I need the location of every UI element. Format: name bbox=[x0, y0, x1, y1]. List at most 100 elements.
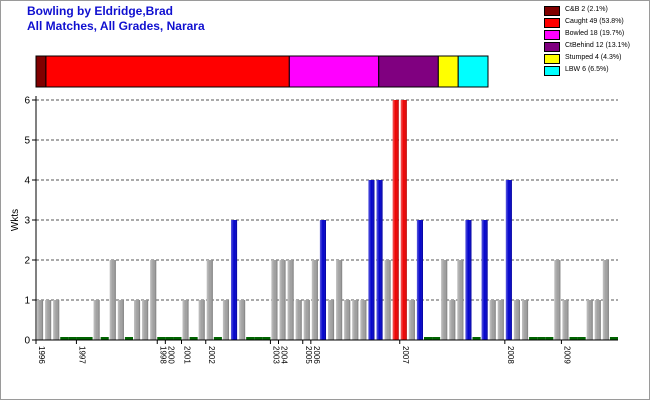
bar-zero bbox=[189, 337, 198, 340]
dismissal-segment-4 bbox=[437, 55, 459, 88]
y-tick-label: 5 bbox=[24, 136, 30, 147]
bar-shade bbox=[416, 220, 423, 340]
x-tick-label: 2007 bbox=[401, 346, 410, 364]
bar-zero bbox=[545, 337, 554, 340]
bar-shade bbox=[206, 260, 213, 340]
bar-shade bbox=[279, 260, 286, 340]
legend-swatch bbox=[544, 18, 560, 28]
legend-label: Stumped 4 (4.3%) bbox=[565, 54, 622, 61]
bar-shade bbox=[239, 300, 246, 340]
x-tick-label: 1996 bbox=[37, 346, 46, 364]
bar-shade bbox=[53, 300, 60, 340]
bar-shade bbox=[344, 300, 351, 340]
y-axis-label: Wkts bbox=[10, 209, 21, 231]
y-tick-label: 6 bbox=[24, 96, 30, 107]
bar-shade bbox=[368, 180, 375, 340]
chart-subtitle: All Matches, All Grades, Narara bbox=[27, 19, 205, 33]
bar-shade bbox=[384, 260, 391, 340]
y-tick-label: 4 bbox=[24, 176, 30, 187]
legend-label: Caught 49 (53.8%) bbox=[565, 18, 624, 25]
bar-shade bbox=[400, 100, 407, 340]
bar-shade bbox=[586, 300, 593, 340]
bar-shade bbox=[481, 220, 488, 340]
bar-zero bbox=[529, 337, 538, 340]
bar-shade bbox=[150, 260, 157, 340]
bar-shade bbox=[594, 300, 601, 340]
x-tick-label: 2002 bbox=[207, 346, 216, 364]
legend-swatch bbox=[544, 66, 560, 76]
bar-zero bbox=[165, 337, 174, 340]
x-tick-label: 2004 bbox=[280, 346, 289, 364]
dismissal-segment-2 bbox=[288, 55, 380, 88]
y-tick-label: 1 bbox=[24, 296, 30, 307]
bar-shade bbox=[328, 300, 335, 340]
y-tick-label: 2 bbox=[24, 256, 30, 267]
bar-shade bbox=[295, 300, 302, 340]
bar-shade bbox=[134, 300, 141, 340]
bar-shade bbox=[465, 220, 472, 340]
legend-swatch bbox=[544, 6, 560, 16]
bar-shade bbox=[489, 300, 496, 340]
bar-shade bbox=[142, 300, 149, 340]
chart-title: Bowling by Eldridge,Brad bbox=[27, 4, 174, 18]
x-tick-label: 2006 bbox=[312, 346, 321, 364]
bar-shade bbox=[231, 220, 238, 340]
bar-zero bbox=[577, 337, 586, 340]
bar-shade bbox=[392, 100, 399, 340]
bar-shade bbox=[505, 180, 512, 340]
bar-shade bbox=[602, 260, 609, 340]
bar-shade bbox=[319, 220, 326, 340]
bar-shade bbox=[198, 300, 205, 340]
bar-shade bbox=[303, 300, 310, 340]
x-tick-label: 1997 bbox=[77, 346, 86, 364]
bar-shade bbox=[336, 260, 343, 340]
bar-zero bbox=[246, 337, 255, 340]
bar-shade bbox=[376, 180, 383, 340]
bar-zero bbox=[100, 337, 109, 340]
legend-label: C&B 2 (2.1%) bbox=[565, 6, 608, 13]
x-tick-label: 2008 bbox=[506, 346, 515, 364]
dismissal-segment-0 bbox=[35, 55, 47, 88]
bar-shade bbox=[562, 300, 569, 340]
bar-zero bbox=[569, 337, 578, 340]
legend-label: LBW 6 (6.5%) bbox=[565, 66, 609, 73]
bar-shade bbox=[449, 300, 456, 340]
x-tick-label: 2001 bbox=[183, 346, 192, 364]
bar-shade bbox=[93, 300, 100, 340]
legend-swatch bbox=[544, 30, 560, 40]
y-tick-label: 0 bbox=[24, 336, 30, 347]
x-tick-label: 1998 bbox=[158, 346, 167, 364]
bar-shade bbox=[513, 300, 520, 340]
bar-shade bbox=[37, 300, 44, 340]
x-tick-label: 2005 bbox=[304, 346, 313, 364]
bar-zero bbox=[254, 337, 263, 340]
bar-zero bbox=[537, 337, 546, 340]
bar-shade bbox=[117, 300, 124, 340]
dismissal-segment-3 bbox=[378, 55, 439, 88]
legend-label: Bowled 18 (19.7%) bbox=[565, 30, 625, 37]
bar-zero bbox=[424, 337, 433, 340]
bar-shade bbox=[408, 300, 415, 340]
bar-shade bbox=[554, 260, 561, 340]
bar-zero bbox=[173, 337, 182, 340]
dismissal-segment-1 bbox=[45, 55, 290, 88]
legend-label: CtBehind 12 (13.1%) bbox=[565, 42, 630, 49]
bar-shade bbox=[457, 260, 464, 340]
bar-zero bbox=[84, 337, 93, 340]
y-tick-label: 3 bbox=[24, 216, 30, 227]
dismissal-segment-5 bbox=[457, 55, 489, 88]
x-tick-label: 2000 bbox=[166, 346, 175, 364]
bar-zero bbox=[68, 337, 77, 340]
bar-zero bbox=[432, 337, 441, 340]
bar-shade bbox=[311, 260, 318, 340]
bar-shade bbox=[222, 300, 229, 340]
bar-shade bbox=[109, 260, 116, 340]
x-tick-label: 2003 bbox=[271, 346, 280, 364]
bar-shade bbox=[271, 260, 278, 340]
bar-shade bbox=[287, 260, 294, 340]
bar-zero bbox=[472, 337, 481, 340]
bar-shade bbox=[352, 300, 359, 340]
legend-swatch bbox=[544, 42, 560, 52]
legend-swatch bbox=[544, 54, 560, 64]
